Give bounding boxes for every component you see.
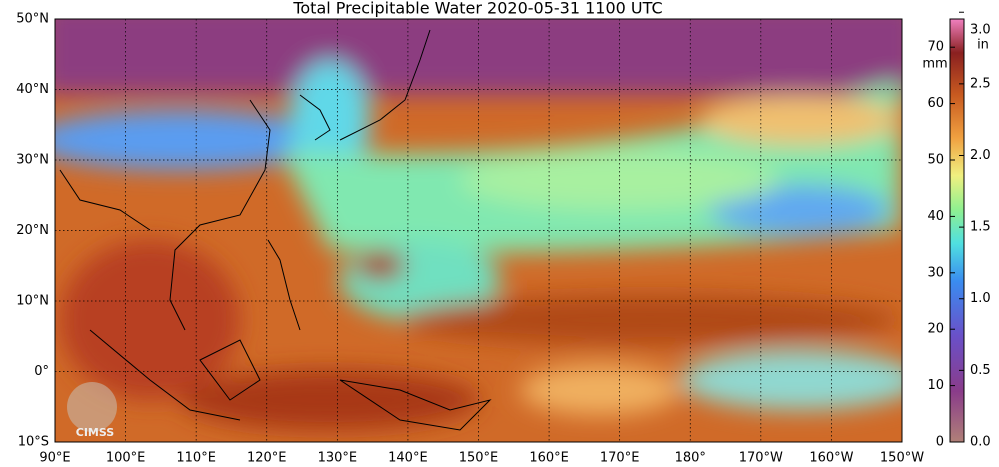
colorbar [949, 18, 965, 443]
in-tick-label: 0.0 [970, 435, 991, 450]
lon-label: 130°E [318, 451, 358, 466]
cimss-logo: CIMSS [67, 382, 117, 439]
lon-label: 150°E [459, 451, 499, 466]
in-unit: in [977, 38, 989, 53]
lon-label: 160°W [809, 451, 853, 466]
lon-label: 110°E [176, 451, 216, 466]
lat-label: 20°N [16, 223, 49, 238]
in-tick-label: 2.5 [970, 76, 991, 91]
lon-label: 180° [675, 451, 706, 466]
mm-unit: mm [922, 57, 947, 72]
lat-label: 30°N [16, 153, 49, 168]
lon-label: 150°W [880, 451, 924, 466]
tpw-field [55, 19, 902, 442]
mm-tick-label: 0 [936, 435, 944, 450]
mm-tick-label: 40 [927, 209, 944, 224]
lat-label: 10°S [18, 435, 49, 450]
lon-label: 90°E [39, 451, 70, 466]
title: Total Precipitable Water 2020-05-31 1100… [292, 0, 662, 18]
mm-tick-label: 70 [927, 40, 944, 55]
lat-label: 40°N [16, 82, 49, 97]
mm-tick-label: 60 [927, 96, 944, 111]
in-tick-label: 1.0 [970, 291, 991, 306]
lon-label: 120°E [247, 451, 287, 466]
lon-label: 170°W [739, 451, 783, 466]
lon-label: 160°E [529, 451, 569, 466]
lat-label: 10°N [16, 294, 49, 309]
mm-tick-label: 10 [927, 378, 944, 393]
lon-label: 170°E [600, 451, 640, 466]
in-tick-label: 1.5 [970, 220, 991, 235]
mm-tick-label: 20 [927, 322, 944, 337]
logo-text: CIMSS [76, 426, 115, 439]
lon-label: 140°E [388, 451, 428, 466]
coastlines [59, 29, 492, 431]
in-tick-label: 2.0 [970, 148, 991, 163]
lon-label: 100°E [106, 451, 146, 466]
mm-tick-label: 50 [927, 153, 944, 168]
lat-label: 0° [34, 364, 49, 379]
in-tick-label: 3.0 [970, 23, 991, 38]
in-tick-label: 0.5 [970, 363, 991, 378]
lat-label: 50°N [16, 12, 49, 27]
mm-tick-label: 30 [927, 265, 944, 280]
map-frame [54, 18, 903, 443]
